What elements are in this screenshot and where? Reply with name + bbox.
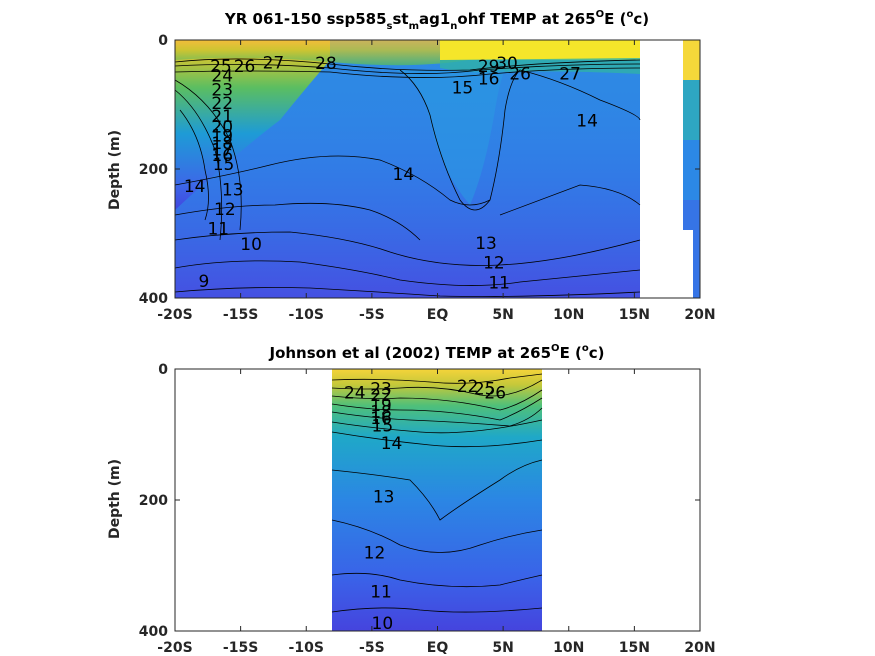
top-contour-label: 16 bbox=[478, 70, 500, 90]
bottom-x-tick-label: 20N bbox=[684, 640, 715, 656]
top-contour-label: 11 bbox=[488, 274, 510, 294]
top-contour-label: 12 bbox=[483, 254, 505, 274]
bottom-panel: Johnson et al (2002) TEMP at 265OE (oc) … bbox=[107, 343, 716, 656]
bottom-x-tick-label: EQ bbox=[427, 640, 449, 656]
top-contour-label: 13 bbox=[222, 181, 244, 201]
top-x-tick-label: 15N bbox=[619, 307, 650, 323]
top-x-tick-label: 5N bbox=[492, 307, 513, 323]
top-y-tick-label: 200 bbox=[139, 162, 168, 178]
top-contour-label: 21 bbox=[211, 107, 233, 127]
bottom-title: Johnson et al (2002) TEMP at 265OE (oc) bbox=[268, 343, 604, 362]
bottom-contour-label: 19 bbox=[370, 396, 392, 416]
top-contour-label: 25 bbox=[210, 57, 232, 77]
top-x-tick-label: 20N bbox=[684, 307, 715, 323]
bottom-contour-label: 22 bbox=[457, 377, 479, 397]
top-contour-label: 22 bbox=[211, 94, 233, 114]
bottom-contour-label: 15 bbox=[372, 416, 394, 436]
top-contour-label: 20 bbox=[211, 117, 233, 137]
top-contour-label: 28 bbox=[315, 54, 337, 74]
bottom-x-tick-label: -5S bbox=[359, 640, 385, 656]
bottom-temperature-field bbox=[332, 369, 542, 631]
top-contour-label: 12 bbox=[214, 200, 236, 220]
bottom-contour-label: 23 bbox=[370, 380, 392, 400]
bottom-x-tick-label: 15N bbox=[619, 640, 650, 656]
bottom-contour-label: 14 bbox=[381, 434, 403, 454]
bottom-contour-label: 18 bbox=[370, 403, 392, 423]
top-contour-label: 14 bbox=[184, 177, 206, 197]
top-contour-label: 15 bbox=[452, 79, 474, 99]
top-contour-label: 14 bbox=[576, 112, 598, 132]
bottom-contour-label: 16 bbox=[370, 409, 392, 429]
bottom-contour-label: 22 bbox=[370, 386, 392, 406]
top-x-tick-label: 10N bbox=[553, 307, 584, 323]
bottom-y-axis-label: Depth (m) bbox=[107, 459, 123, 539]
bottom-contour-label: 25 bbox=[474, 380, 496, 400]
bottom-contour-label: 13 bbox=[373, 488, 395, 508]
bottom-y-tick-label: 0 bbox=[158, 362, 168, 378]
bottom-x-tick-label: -20S bbox=[157, 640, 192, 656]
bottom-x-tick-label: 10N bbox=[553, 640, 584, 656]
top-contour-label: 23 bbox=[211, 81, 233, 101]
bottom-x-tick-label: -15S bbox=[223, 640, 258, 656]
bottom-contour-label: 12 bbox=[364, 543, 386, 563]
bottom-x-tick-label: 5N bbox=[492, 640, 513, 656]
bottom-ticks: -20S -15S -10S -5S EQ 5N 10N 15N 20N 0 200 400 bbox=[139, 362, 716, 656]
top-x-tick-label: -5S bbox=[359, 307, 385, 323]
top-temperature-field bbox=[175, 40, 700, 298]
bottom-contour-label: 10 bbox=[372, 614, 394, 634]
top-contour-label: 24 bbox=[211, 66, 233, 86]
top-panel: YR 061-150 ssp585sstmag1nohf TEMP at 265… bbox=[107, 9, 716, 323]
top-x-tick-label: -15S bbox=[223, 307, 258, 323]
top-contour-label: 17 bbox=[211, 141, 233, 161]
top-contour-label: 26 bbox=[509, 65, 531, 85]
bottom-contour-lines bbox=[331, 373, 543, 613]
top-contour-label: 16 bbox=[211, 146, 233, 166]
top-title: YR 061-150 ssp585sstmag1nohf TEMP at 265… bbox=[224, 9, 649, 32]
top-contour-label: 18 bbox=[211, 134, 233, 154]
top-y-tick-label: 400 bbox=[139, 291, 168, 307]
bottom-contour-label: 11 bbox=[370, 583, 392, 603]
bottom-contour-label: 26 bbox=[484, 384, 506, 404]
top-contour-label: 11 bbox=[207, 219, 229, 239]
top-contour-label: 29 bbox=[478, 57, 500, 77]
top-contour-label: 10 bbox=[240, 235, 262, 255]
top-contour-label: 13 bbox=[475, 234, 497, 254]
top-y-tick-label: 0 bbox=[158, 33, 168, 49]
bottom-x-tick-label: -10S bbox=[289, 640, 324, 656]
bottom-contour-label: 24 bbox=[344, 384, 366, 404]
top-y-axis-label: Depth (m) bbox=[107, 130, 123, 210]
top-x-tick-label: EQ bbox=[427, 307, 449, 323]
top-x-tick-label: -10S bbox=[289, 307, 324, 323]
top-contour-lines bbox=[174, 58, 641, 297]
top-ticks: -20S -15S -10S -5S EQ 5N 10N 15N 20N 0 200 400 bbox=[139, 33, 716, 323]
top-contour-label: 14 bbox=[393, 165, 415, 185]
top-contour-label: 27 bbox=[263, 54, 285, 74]
top-contour-label: 30 bbox=[496, 54, 518, 74]
top-contour-label: 19 bbox=[211, 126, 233, 146]
top-contour-label: 9 bbox=[198, 272, 209, 292]
top-contour-label: 26 bbox=[234, 57, 256, 77]
top-contour-label: 27 bbox=[559, 65, 581, 85]
bottom-y-tick-label: 400 bbox=[139, 624, 168, 640]
bottom-y-tick-label: 200 bbox=[139, 493, 168, 509]
top-contour-label: 15 bbox=[213, 155, 235, 175]
top-x-tick-label: -20S bbox=[157, 307, 192, 323]
